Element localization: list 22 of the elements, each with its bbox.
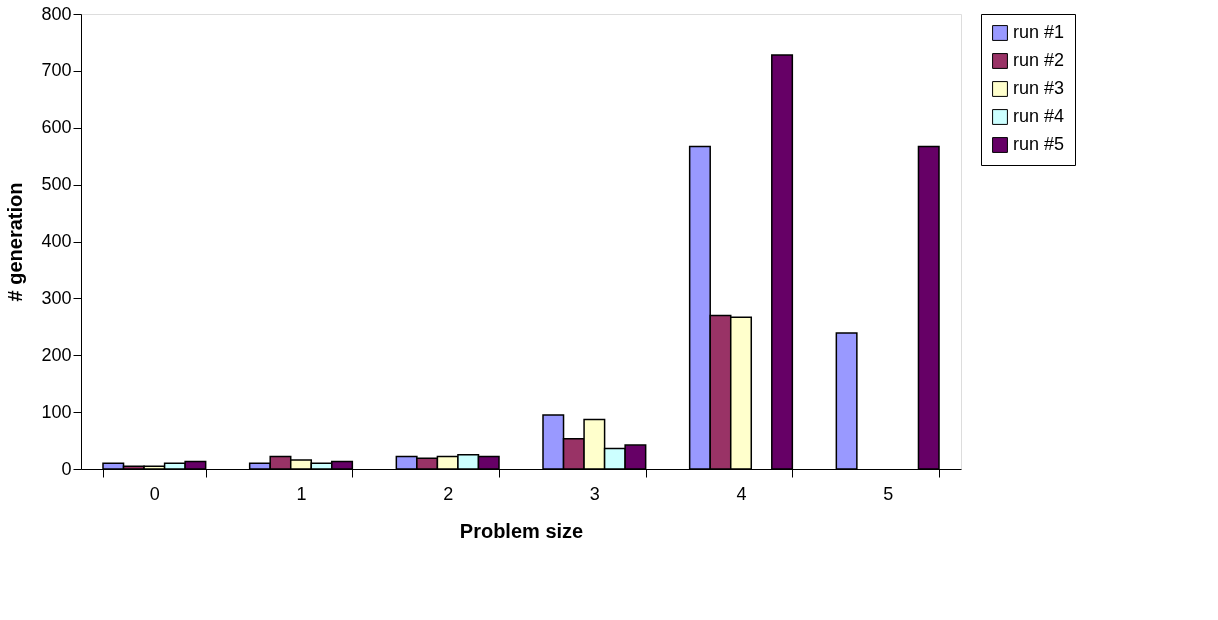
y-tick-label: 800 xyxy=(41,3,72,24)
y-axis-title: # generation xyxy=(4,182,27,302)
y-tick-label: 300 xyxy=(41,287,72,308)
legend-label: run #1 xyxy=(1013,22,1065,42)
legend-label: run #4 xyxy=(1013,106,1065,126)
x-tick-label: 4 xyxy=(736,483,747,504)
x-tick-label: 5 xyxy=(883,483,894,504)
x-tick-label: 3 xyxy=(589,483,600,504)
y-tick-label: 0 xyxy=(61,458,72,479)
legend-label: run #5 xyxy=(1013,134,1065,154)
legend-label: run #3 xyxy=(1013,78,1065,98)
x-tick-label: 1 xyxy=(296,483,307,504)
x-axis-title: Problem size xyxy=(459,519,584,542)
y-tick-label: 200 xyxy=(41,344,72,365)
y-tick-label: 400 xyxy=(41,231,72,251)
y-tick-label: 100 xyxy=(41,401,72,422)
x-tick-label: 2 xyxy=(443,483,454,504)
y-tick-label: 700 xyxy=(41,60,72,81)
x-tick-label: 0 xyxy=(149,483,160,504)
legend-label: run #2 xyxy=(1013,50,1065,70)
y-tick-label: 500 xyxy=(41,174,72,195)
y-tick-label: 600 xyxy=(41,117,72,138)
